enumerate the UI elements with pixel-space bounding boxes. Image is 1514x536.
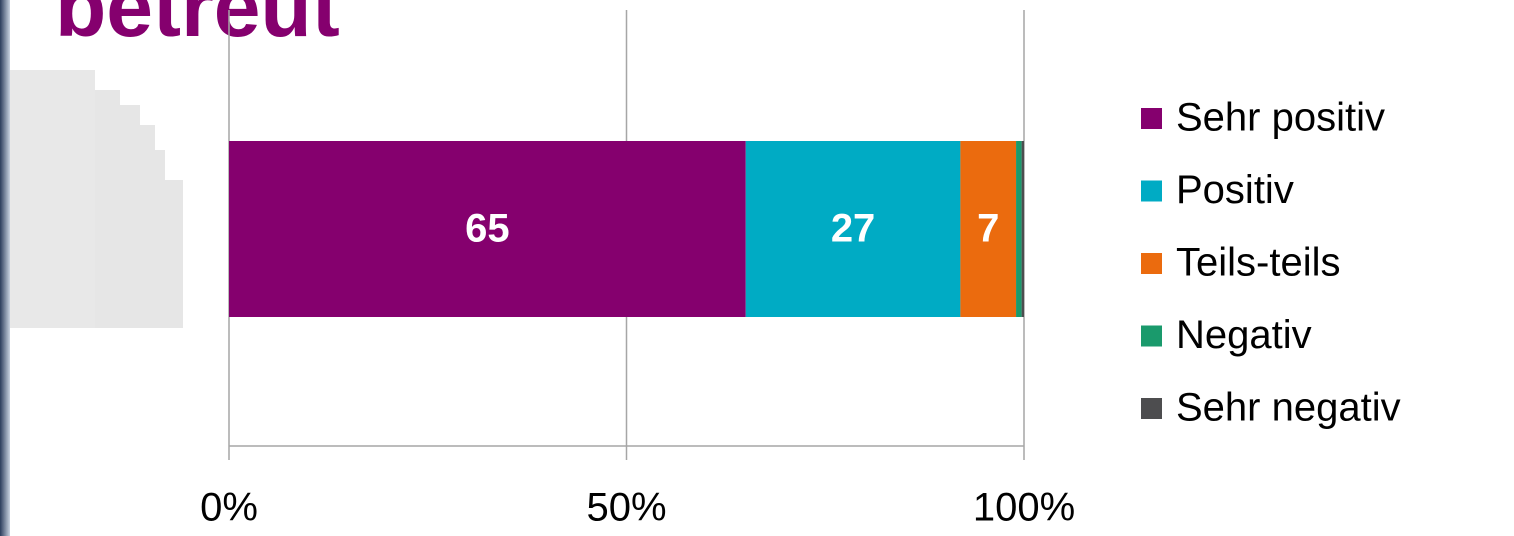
legend-label: Sehr positiv (1176, 96, 1385, 140)
bar-segment (745, 141, 961, 317)
bar-segment (960, 141, 1017, 317)
x-tick-label: 0% (200, 486, 258, 530)
bar-segment (229, 141, 746, 317)
data-label: 7 (977, 207, 999, 251)
legend-label: Sehr negativ (1176, 386, 1401, 430)
legend-label: Negativ (1176, 313, 1312, 357)
background-image (0, 0, 183, 536)
bar-segment (1021, 141, 1024, 317)
bar-segment (1016, 141, 1022, 317)
legend-label: Positiv (1176, 168, 1294, 212)
x-tick-label: 50% (586, 486, 666, 530)
legend-swatch (1141, 108, 1162, 129)
legend-swatch (1141, 398, 1162, 419)
legend-swatch (1141, 325, 1162, 347)
data-label: 27 (831, 207, 876, 251)
chart-title: betreut (55, 0, 340, 54)
legend-label: Teils-teils (1176, 241, 1340, 285)
legend-swatch (1141, 253, 1162, 274)
x-tick-label: 100% (973, 486, 1075, 530)
legend-swatch (1141, 180, 1162, 202)
data-label: 65 (465, 207, 510, 251)
